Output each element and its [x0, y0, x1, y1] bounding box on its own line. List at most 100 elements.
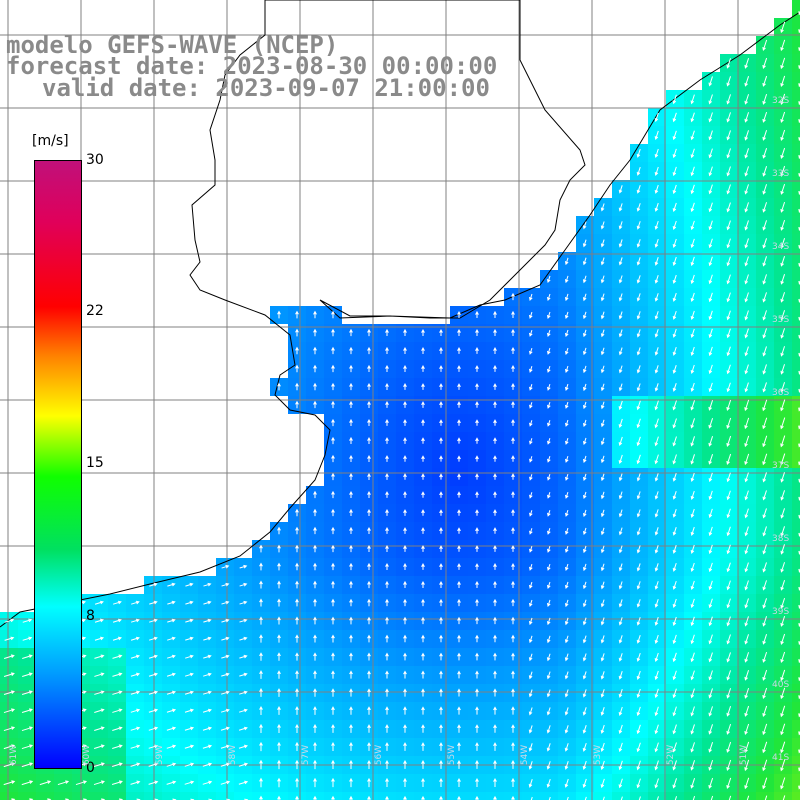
wind-arrow [439, 563, 443, 570]
wind-arrow [672, 274, 677, 284]
wind-arrow [582, 491, 587, 500]
wind-arrow [331, 795, 335, 800]
wind-arrow [564, 778, 569, 788]
wind-arrow [618, 383, 623, 392]
wind-arrow [528, 635, 533, 644]
wind-arrow [439, 724, 443, 733]
wind-arrow [672, 94, 677, 105]
wind-cell [792, 180, 800, 198]
wind-arrow [457, 724, 461, 733]
wind-cell [108, 792, 126, 800]
wind-arrow [493, 328, 497, 336]
wind-arrow [21, 780, 34, 786]
wind-cell [792, 774, 800, 792]
wind-cell [792, 522, 800, 540]
wind-arrow [618, 329, 623, 338]
wind-arrow [529, 366, 533, 373]
wind-arrow [385, 509, 389, 516]
wind-arrow [385, 795, 389, 800]
wind-arrow [636, 347, 641, 356]
wind-arrow [475, 742, 479, 751]
wind-arrow [564, 275, 569, 284]
wind-arrow [367, 526, 371, 534]
wind-arrow [475, 491, 479, 498]
wind-arrow [547, 420, 551, 427]
wind-arrow [403, 670, 407, 679]
wind-arrow [726, 58, 732, 69]
wind-arrow [238, 726, 248, 731]
wind-arrow [744, 687, 750, 699]
wind-cell [18, 792, 36, 800]
wind-arrow [367, 652, 371, 661]
wind-arrow [582, 293, 587, 302]
wind-arrow [690, 400, 695, 411]
wind-arrow [403, 563, 407, 570]
wind-arrow [313, 364, 317, 373]
wind-arrow [726, 598, 731, 609]
wind-arrow [618, 527, 623, 536]
wind-arrow [313, 526, 317, 535]
wind-arrow [726, 706, 732, 717]
wind-arrow [744, 76, 750, 87]
wind-arrow [112, 654, 123, 659]
wind-arrow [762, 256, 767, 267]
wind-arrow [202, 744, 213, 749]
wind-arrow [636, 275, 641, 284]
wind-arrow [367, 346, 371, 355]
wind-arrow [636, 491, 641, 500]
wind-arrow [511, 563, 515, 570]
wind-arrow [277, 652, 281, 661]
wind-arrow [726, 759, 732, 771]
wind-arrow [439, 455, 443, 462]
wind-arrow [582, 671, 587, 680]
wind-arrow [690, 256, 695, 267]
wind-arrow [331, 562, 335, 571]
wind-arrow [618, 635, 623, 644]
wind-arrow [636, 599, 641, 608]
wind-arrow [728, 795, 732, 800]
wind-arrow [421, 563, 425, 570]
wind-arrow [726, 544, 731, 555]
wind-cell [792, 792, 800, 800]
wind-arrow [367, 777, 371, 788]
wind-arrow [708, 400, 714, 411]
wind-arrow [439, 401, 443, 408]
wind-arrow [349, 706, 353, 715]
wind-arrow [493, 347, 497, 354]
wind-arrow [277, 616, 281, 625]
wind-arrow [708, 742, 714, 753]
wind-cell [792, 486, 800, 504]
wind-arrow [277, 598, 281, 607]
wind-arrow [744, 274, 749, 285]
wind-arrow [221, 600, 230, 605]
wind-arrow [385, 670, 389, 679]
wind-arrow [529, 420, 533, 427]
wind-arrow [780, 526, 786, 537]
wind-cell [684, 792, 702, 800]
wind-cell [198, 792, 216, 800]
wind-arrow [762, 705, 768, 718]
wind-arrow [618, 599, 623, 608]
wind-arrow [726, 453, 732, 465]
wind-arrow [600, 257, 605, 266]
wind-cell [792, 18, 800, 36]
wind-arrow [654, 616, 659, 626]
wind-cell [792, 684, 800, 702]
wind-arrow [546, 599, 551, 608]
wind-arrow [112, 636, 122, 641]
wind-cell [792, 612, 800, 630]
wind-arrow [4, 654, 15, 659]
wind-arrow [331, 670, 335, 679]
wind-arrow [239, 708, 248, 713]
wind-cell [144, 792, 162, 800]
wind-arrow [331, 706, 335, 715]
wind-cell [558, 792, 576, 800]
wind-arrow [277, 544, 281, 553]
wind-arrow [331, 777, 335, 788]
wind-cell [792, 234, 800, 252]
wind-arrow [780, 382, 786, 393]
wind-cell [162, 792, 180, 800]
wind-arrow [672, 238, 677, 248]
wind-arrow [547, 402, 551, 409]
